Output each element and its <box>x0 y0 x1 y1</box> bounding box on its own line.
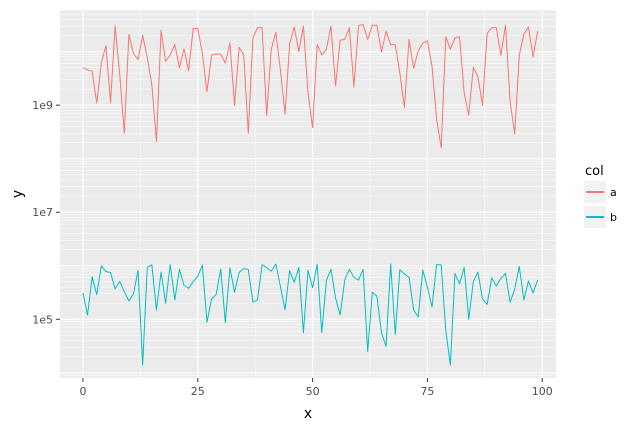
y-tick-label: 1e9 <box>32 99 53 112</box>
minor-gridlines <box>60 9 556 379</box>
series-line-a <box>82 24 539 149</box>
x-axis-ticks: 0 25 50 75 100 <box>79 378 553 398</box>
y-tick-label: 1e5 <box>32 313 53 326</box>
major-gridlines <box>60 10 556 378</box>
series-line-b <box>82 263 539 366</box>
x-axis-title: x <box>304 406 312 422</box>
legend-label-b: b <box>610 211 617 224</box>
x-tick-label: 50 <box>306 385 320 398</box>
x-tick-label: 0 <box>79 385 86 398</box>
legend: col ab <box>584 164 617 228</box>
y-tick-label: 1e7 <box>32 206 53 219</box>
x-tick-label: 25 <box>191 385 205 398</box>
y-axis-title: y <box>10 190 26 198</box>
y-axis-ticks: 1e5 1e7 1e9 <box>32 99 60 326</box>
legend-label-a: a <box>610 186 617 199</box>
x-tick-label: 100 <box>532 385 553 398</box>
x-tick-label: 75 <box>420 385 434 398</box>
legend-keys: ab <box>584 181 617 228</box>
legend-title: col <box>585 164 604 179</box>
plot-panel <box>60 10 556 378</box>
series-lines <box>82 24 539 366</box>
